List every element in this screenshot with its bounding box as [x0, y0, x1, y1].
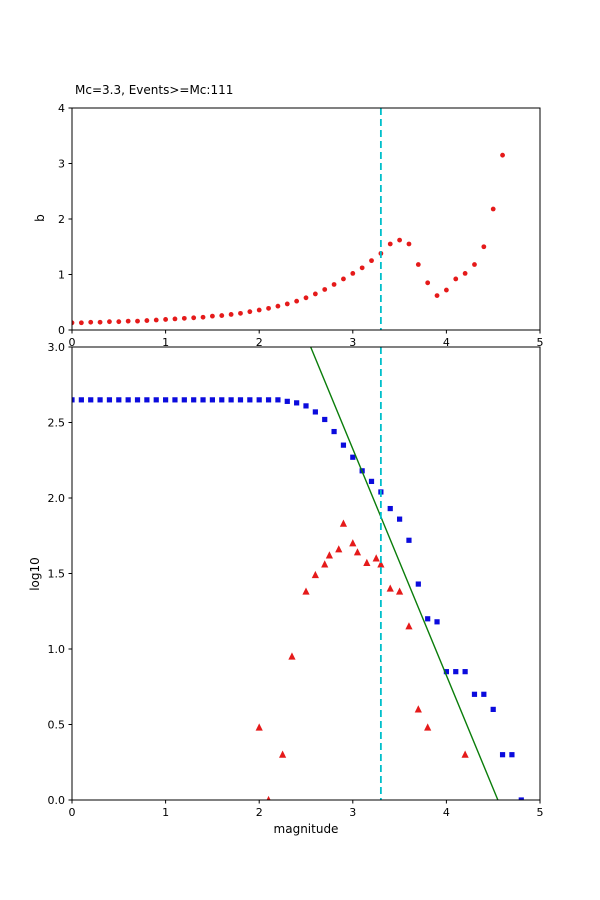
y-tick-label: 4 [58, 102, 65, 115]
cumulative-counts-log10 [71, 397, 524, 801]
y-tick-label: 2 [58, 213, 65, 226]
y-tick-label: 1.0 [48, 643, 66, 656]
y-tick-label: 2.0 [48, 492, 66, 505]
b-value-plot: 0 1 2 3 4 5 0 1 2 3 4 [0, 100, 600, 350]
x-axis-label: magnitude [273, 822, 339, 836]
x-tick-label: 3 [349, 336, 356, 349]
y-tick-label: 0 [58, 324, 65, 337]
x-tick-label: 2 [256, 336, 263, 349]
y-tick-label: 0.5 [48, 719, 66, 732]
y-tick-label: 3.0 [48, 341, 66, 354]
x-tick-label: 1 [162, 336, 169, 349]
x-tick-label: 3 [349, 806, 356, 819]
fmd-plot-canvas: 0 1 2 3 4 5 0.0 0.5 1.0 1.5 2.0 2.5 3.0 [48, 341, 544, 819]
b-value-vs-magnitude [71, 152, 505, 326]
fmd-plot: 0 1 2 3 4 5 0.0 0.5 1.0 1.5 2.0 2.5 3.0 [0, 340, 600, 840]
incremental-counts-log10 [255, 519, 469, 801]
x-tick-label: 4 [443, 806, 450, 819]
x-tick-label: 4 [443, 336, 450, 349]
b-value-plot-canvas: 0 1 2 3 4 5 0 1 2 3 4 [58, 102, 544, 349]
y-tick-label: 0.0 [48, 794, 66, 807]
gr-fit-line [310, 346, 499, 801]
x-tick-label: 5 [537, 336, 544, 349]
x-tick-label: 0 [69, 806, 76, 819]
chart-title: Mc=3.3, Events>=Mc:111 [75, 83, 234, 97]
x-tick-label: 2 [256, 806, 263, 819]
x-tick-label: 5 [537, 806, 544, 819]
y-tick-label: 1.5 [48, 568, 66, 581]
y-tick-label: 2.5 [48, 417, 66, 430]
y-tick-label: 1 [58, 269, 65, 282]
y-tick-label: 3 [58, 158, 65, 171]
x-tick-label: 1 [162, 806, 169, 819]
x-tick-label: 0 [69, 336, 76, 349]
